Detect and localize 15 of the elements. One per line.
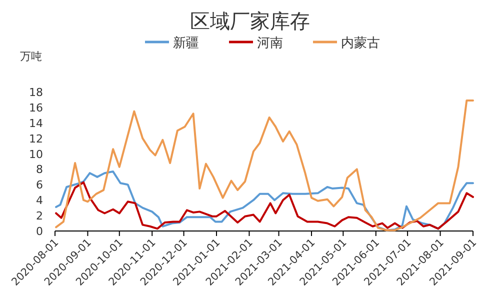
y-tick-label: 18 bbox=[29, 86, 43, 99]
y-tick-label: 10 bbox=[29, 148, 43, 161]
y-tick-label: 8 bbox=[36, 163, 43, 176]
y-tick-label: 2 bbox=[36, 210, 43, 223]
legend-label: 内蒙古 bbox=[341, 36, 380, 51]
y-tick-label: 12 bbox=[29, 132, 43, 146]
y-tick-label: 16 bbox=[29, 101, 43, 114]
legend-label: 新疆 bbox=[173, 36, 199, 51]
legend-label: 河南 bbox=[257, 36, 283, 51]
chart-title: 区域厂家库存 bbox=[190, 9, 310, 33]
y-tick-label: 14 bbox=[29, 116, 43, 130]
y-tick-label: 0 bbox=[36, 225, 43, 238]
y-axis-title: 万吨 bbox=[20, 50, 42, 63]
y-tick-label: 4 bbox=[36, 194, 43, 208]
y-tick-label: 6 bbox=[36, 178, 43, 192]
